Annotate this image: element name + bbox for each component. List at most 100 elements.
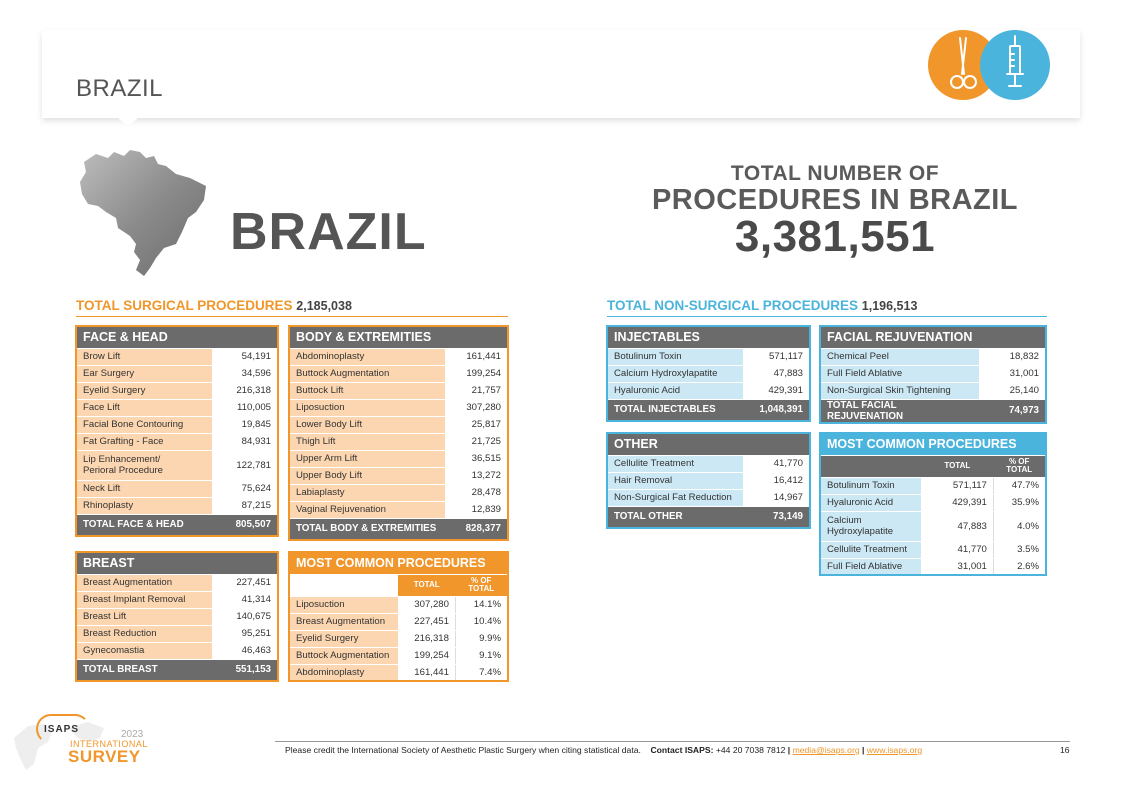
row-label: Breast Reduction: [76, 625, 213, 643]
total-label: TOTAL INJECTABLES: [607, 399, 744, 422]
row-value: 216,318: [212, 382, 278, 400]
row-value: 110,005: [212, 399, 278, 417]
page-header: BRAZIL: [42, 30, 1080, 118]
row-label: Lower Body Lift: [289, 416, 446, 434]
row-label: Non-Surgical Skin Tightening: [820, 382, 979, 400]
row-label: Rhinoplasty: [76, 497, 213, 515]
row-pct: 9.9%: [455, 630, 508, 648]
surgical-label: TOTAL SURGICAL PROCEDURES: [76, 298, 293, 313]
injectables-table: INJECTABLES Botulinum Toxin 571,117 Calci…: [606, 325, 811, 422]
syringe-icon: [980, 30, 1050, 100]
row-label: Chemical Peel: [820, 348, 979, 366]
total-label: TOTAL BODY & EXTREMITIES: [289, 518, 446, 541]
row-label: Hair Removal: [607, 472, 744, 490]
row-value: 54,191: [212, 348, 278, 366]
row-label: Vaginal Rejuvenation: [289, 501, 446, 519]
row-label: Gynecomastia: [76, 642, 213, 660]
nonsurgical-label: TOTAL NON-SURGICAL PROCEDURES: [607, 298, 859, 313]
face-head-table: FACE & HEAD Brow Lift 54,191 Ear Surgery 3…: [75, 325, 279, 537]
row-value: 25,140: [978, 382, 1046, 400]
row-label: Buttock Augmentation: [289, 365, 446, 383]
row-value: 429,391: [743, 382, 810, 400]
col-total: TOTAL: [921, 455, 994, 478]
row-value: 34,596: [212, 365, 278, 383]
row-label: Botulinum Toxin: [820, 477, 922, 495]
row-label: Brow Lift: [76, 348, 213, 366]
row-label: Breast Lift: [76, 608, 213, 626]
page-number: 16: [1060, 745, 1070, 755]
row-label: Fat Grafting - Face: [76, 433, 213, 451]
row-label: Breast Augmentation: [76, 574, 213, 592]
row-value: 19,845: [212, 416, 278, 434]
footer-credit: Please credit the International Society …: [285, 745, 641, 755]
row-label: Breast Implant Removal: [76, 591, 213, 609]
row-value: 199,254: [397, 647, 456, 665]
row-value: 307,280: [397, 596, 456, 614]
row-value: 87,215: [212, 497, 278, 515]
footer-phone: +44 20 7038 7812: [715, 745, 786, 755]
col-pct-line2: TOTAL: [1006, 465, 1033, 474]
total-value: 551,153: [212, 659, 278, 682]
row-value: 16,412: [743, 472, 810, 490]
row-label: Eyelid Surgery: [289, 630, 398, 648]
col-pct-line1: % OF: [471, 576, 492, 585]
table-title: OTHER: [607, 433, 744, 456]
row-label: Full Field Ablative: [820, 365, 979, 383]
row-value: 140,675: [212, 608, 278, 626]
nonsurgical-section-header: TOTAL NON-SURGICAL PROCEDURES 1,196,513: [607, 298, 1047, 317]
row-value: 14,967: [743, 489, 810, 507]
footer-email-link[interactable]: media@isaps.org: [792, 745, 860, 755]
row-label: Labiaplasty: [289, 484, 446, 502]
row-value: 21,757: [445, 382, 508, 400]
row-value: 31,001: [978, 365, 1046, 383]
table-title: FACIAL REJUVENATION: [820, 326, 979, 349]
body-extremities-table: BODY & EXTREMITIES Abdominoplasty 161,441…: [288, 325, 509, 541]
row-label-2: Hydroxylapatite: [827, 526, 894, 537]
footer-separator: |: [787, 745, 791, 755]
row-pct: 2.6%: [993, 558, 1046, 576]
row-pct: 47.7%: [993, 477, 1046, 495]
page-title: BRAZIL: [76, 75, 164, 102]
total-value: 805,507: [212, 514, 278, 537]
surgical-most-common-table: MOST COMMON PROCEDURES TOTAL% OF TOTAL Li…: [288, 551, 509, 682]
row-pct: 14.1%: [455, 596, 508, 614]
row-value: 41,314: [212, 591, 278, 609]
row-label: Full Field Ablative: [820, 558, 922, 576]
other-table: OTHER Cellulite Treatment 41,770 Hair Rem…: [606, 432, 811, 529]
total-value: 1,048,391: [743, 399, 810, 422]
footer-contact-label: Contact ISAPS:: [650, 745, 714, 755]
row-value: 47,883: [743, 365, 810, 383]
row-label: Eyelid Surgery: [76, 382, 213, 400]
footer-separator: |: [862, 745, 865, 755]
total-value: 73,149: [743, 506, 810, 529]
row-value: 216,318: [397, 630, 456, 648]
row-value: 161,441: [397, 664, 456, 682]
row-label: Buttock Augmentation: [289, 647, 398, 665]
row-value: 161,441: [445, 348, 508, 366]
total-label: TOTAL OTHER: [607, 506, 744, 529]
table-title: FACE & HEAD: [76, 326, 213, 349]
row-value: 46,463: [212, 642, 278, 660]
row-label: Calcium Hydroxylapatite: [607, 365, 744, 383]
row-label: Liposuction: [289, 399, 446, 417]
row-value: 13,272: [445, 467, 508, 485]
row-label-2: Perioral Procedure: [83, 465, 163, 476]
row-value: 25,817: [445, 416, 508, 434]
row-value: 47,883: [921, 511, 994, 542]
row-value: 571,117: [743, 348, 810, 366]
footer-website-link[interactable]: www.isaps.org: [866, 745, 923, 755]
surgical-total: 2,185,038: [296, 299, 352, 313]
row-value: 429,391: [921, 494, 994, 512]
total-value: 3,381,551: [734, 212, 936, 261]
logo-international: INTERNATIONAL: [70, 739, 148, 749]
row-pct: 10.4%: [455, 613, 508, 631]
row-label: Lip Enhancement/: [83, 454, 161, 465]
header-notch: [118, 118, 138, 126]
row-pct: 4.0%: [993, 511, 1046, 542]
row-label: Cellulite Treatment: [607, 455, 744, 473]
row-value: 227,451: [397, 613, 456, 631]
row-value: 307,280: [445, 399, 508, 417]
nonsurgical-most-common-table: MOST COMMON PROCEDURES TOTAL% OF TOTAL Bo…: [819, 432, 1047, 576]
col-pct-line1: % OF: [1008, 457, 1030, 466]
total-label-line2: PROCEDURES IN BRAZIL: [651, 184, 1019, 216]
